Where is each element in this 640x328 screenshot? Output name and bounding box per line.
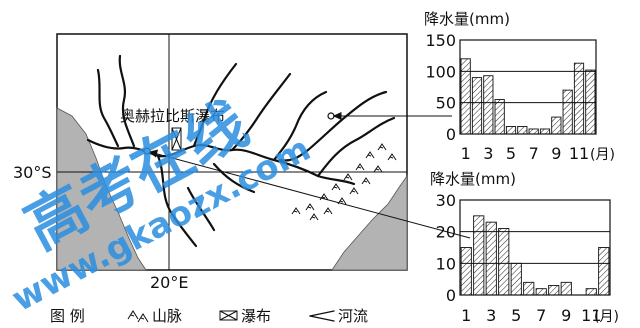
y-tick-label: 0 (446, 125, 456, 144)
chart-frame (459, 199, 611, 296)
y-tick-label: 30 (436, 191, 456, 210)
chart-upper-ylabel: 降水量(mm) (424, 10, 510, 28)
tributary-east (316, 116, 396, 178)
mountain-mark (331, 183, 341, 191)
bar-month-2 (471, 77, 483, 135)
mountain-mark (377, 143, 387, 151)
x-tick-label: 7 (536, 306, 546, 325)
waterfall-label: 奥赫拉比斯瀑布 (120, 107, 225, 125)
chart-frame (459, 39, 597, 135)
x-tick-label: 5 (511, 306, 521, 325)
tributary-north (118, 54, 136, 148)
bar-month-3 (483, 75, 494, 135)
tributary-vaal (278, 90, 388, 162)
mountain-mark (305, 203, 315, 211)
mountain-mark (291, 207, 301, 215)
tributary-north-west (96, 68, 120, 148)
tributary-south-3 (212, 162, 256, 194)
legend-mountain-label: 山脉 (152, 307, 182, 325)
bar-month-5 (510, 262, 522, 296)
chart-lower-ylabel: 降水量(mm) (430, 170, 516, 188)
y-tick-label: 150 (425, 31, 456, 50)
legend-title: 图 例 (50, 307, 85, 325)
arrow-head-upper (332, 112, 342, 120)
legend: 图 例 山脉 瀑布 河流 (50, 307, 368, 325)
chart-upper: 降水量(mm) (月) 0 50 100 150 1 3 5 7 9 11 (424, 10, 615, 163)
longitude-label: 20°E (150, 273, 188, 292)
leader-lines (148, 112, 471, 239)
x-tick-label: 5 (506, 144, 516, 163)
chart-lower: 降水量(mm) (月) 0 10 20 30 1 3 5 7 9 11 (430, 170, 619, 325)
map: 奥赫拉比斯瀑布 (56, 33, 471, 271)
bar-month-3 (485, 221, 497, 296)
main-river (86, 138, 356, 186)
bar-month-5 (505, 126, 517, 135)
mountain-mark (337, 197, 347, 205)
mountain-icon (127, 310, 149, 323)
bar-month-1 (460, 58, 471, 135)
y-tick-label: 0 (446, 286, 456, 305)
mountain-mark (343, 173, 353, 181)
tributary-south-1 (156, 154, 198, 248)
mountain-mark (361, 177, 371, 185)
station-waterfall-area (143, 147, 151, 155)
bar-month-7 (528, 128, 539, 135)
y-tick-label: 50 (436, 94, 456, 113)
sea-southeast (331, 174, 408, 271)
tributary-north-east-3 (272, 90, 328, 162)
latitude-label: 30°S (13, 163, 52, 182)
bar-month-6 (517, 126, 528, 135)
x-tick-label: 3 (483, 144, 493, 163)
tributary-north-east-1 (192, 62, 238, 148)
x-tick-label: 1 (461, 306, 471, 325)
bar-month-4 (494, 99, 505, 135)
river-legend-icon (309, 310, 335, 322)
bar-month-12 (585, 69, 596, 135)
x-tick-label: 9 (551, 144, 561, 163)
x-tick-label: 11 (569, 144, 589, 163)
bar-month-10 (562, 89, 573, 135)
mountain-mark (349, 187, 359, 195)
y-tick-label: 100 (425, 62, 456, 81)
x-tick-label: 1 (461, 144, 471, 163)
bar-month-9 (560, 281, 572, 296)
tributary-north-east-2 (230, 72, 292, 152)
bar-month-11 (585, 288, 597, 296)
bar-month-11 (573, 62, 585, 135)
waterfall-icon (171, 127, 182, 151)
bar-month-9 (551, 116, 562, 135)
chart-lower-xlabel: (月) (594, 309, 619, 325)
mountain-mark (387, 153, 397, 161)
bar-month-2 (473, 215, 485, 296)
river-system (86, 54, 396, 248)
mountain-mark (309, 213, 319, 221)
arrow-head-lower (148, 149, 159, 158)
bar-month-4 (498, 228, 510, 296)
x-tick-label: 11 (581, 306, 601, 325)
waterfall-legend-icon (219, 310, 238, 321)
x-tick-label: 7 (529, 144, 539, 163)
mountain-mark (355, 163, 365, 171)
mountain-mark (373, 165, 383, 173)
bar-month-8 (539, 128, 551, 135)
bar-month-8 (548, 285, 560, 296)
mountain-range (291, 143, 397, 221)
bar-month-12 (598, 247, 610, 296)
mountain-mark (323, 207, 333, 215)
chart-upper-xlabel: (月) (590, 147, 615, 163)
bar-month-7 (535, 288, 547, 296)
bar-month-6 (523, 281, 535, 296)
x-tick-label: 9 (561, 306, 571, 325)
tributary-south-2 (186, 186, 216, 232)
y-tick-label: 10 (436, 254, 456, 273)
y-tick-label: 20 (436, 223, 456, 242)
legend-river-label: 河流 (338, 307, 368, 325)
legend-waterfall-label: 瀑布 (241, 307, 271, 325)
x-tick-label: 3 (486, 306, 496, 325)
mountain-mark (365, 151, 375, 159)
bar-month-1 (460, 247, 472, 296)
sea-west (56, 107, 147, 271)
